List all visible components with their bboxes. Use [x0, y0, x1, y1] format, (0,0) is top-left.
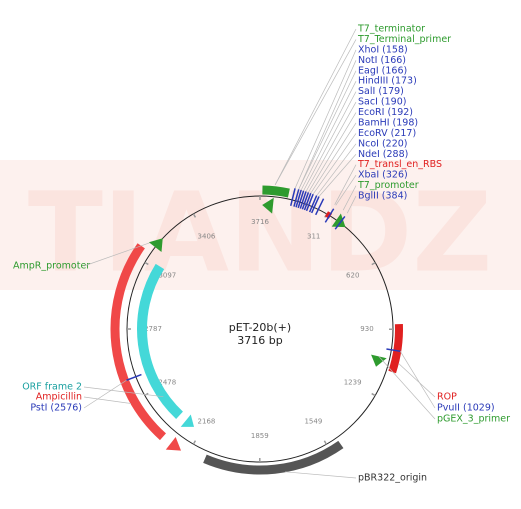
site-label: NcoI (220): [358, 138, 408, 149]
watermark: TIANDZ: [28, 168, 492, 296]
feature-label: pGEX_3_primer: [437, 414, 510, 425]
site-label: T7_terminator: [357, 24, 425, 35]
plasmid-name: pET-20b(+): [229, 321, 291, 334]
scale-label: 311: [307, 232, 320, 240]
site-label: BglII (384): [358, 191, 407, 202]
site-label: NotI (166): [358, 55, 406, 66]
site-label: T7_transl_en_RBS: [357, 159, 442, 170]
feature-label: PstI (2576): [30, 403, 82, 414]
feature-label: pBR322_origin: [358, 473, 427, 484]
scale-label: 930: [360, 325, 373, 333]
site-label: HindIII (173): [358, 76, 417, 87]
scale-label: 1549: [304, 418, 322, 426]
scale-label: 620: [346, 272, 359, 280]
scale-tick: [372, 394, 375, 396]
scale-label: 3406: [198, 232, 216, 240]
scale-label: 1859: [251, 432, 269, 440]
leader-line: [399, 364, 435, 397]
ampicillin-arrow: [166, 437, 181, 451]
site-label: T7_promoter: [357, 180, 419, 191]
site-label: EagI (166): [358, 65, 407, 76]
feature-label: AmpR_promoter: [13, 261, 90, 272]
site-label: T7_Terminal_primer: [357, 34, 451, 45]
feature-label: ROP: [437, 392, 457, 403]
feature-label: PvuII (1029): [437, 403, 495, 414]
feature-label: Ampicillin: [36, 392, 82, 403]
site-label: BamHI (198): [358, 117, 418, 128]
leader-line: [84, 397, 131, 404]
psti-site: [126, 375, 141, 381]
site-label: XbaI (326): [358, 170, 408, 181]
scale-tick: [193, 441, 195, 444]
scale-label: 1239: [344, 379, 362, 387]
site-label: EcoRV (217): [358, 128, 416, 139]
site-label: NdeI (288): [358, 149, 408, 160]
site-label: SalI (179): [358, 86, 404, 97]
scale-label: 2168: [198, 418, 216, 426]
leader-line: [84, 380, 126, 408]
orf-arrow: [181, 414, 194, 426]
terminator-arc: [262, 190, 288, 193]
site-label: XhoI (158): [358, 44, 408, 55]
leader-line: [285, 472, 356, 478]
plasmid-size: 3716 bp: [237, 334, 282, 347]
site-label: SacI (190): [358, 97, 406, 108]
leader-line: [379, 356, 435, 419]
site-label: EcoRI (192): [358, 107, 413, 118]
scale-tick: [324, 441, 326, 444]
scale-label: 3716: [251, 218, 269, 226]
